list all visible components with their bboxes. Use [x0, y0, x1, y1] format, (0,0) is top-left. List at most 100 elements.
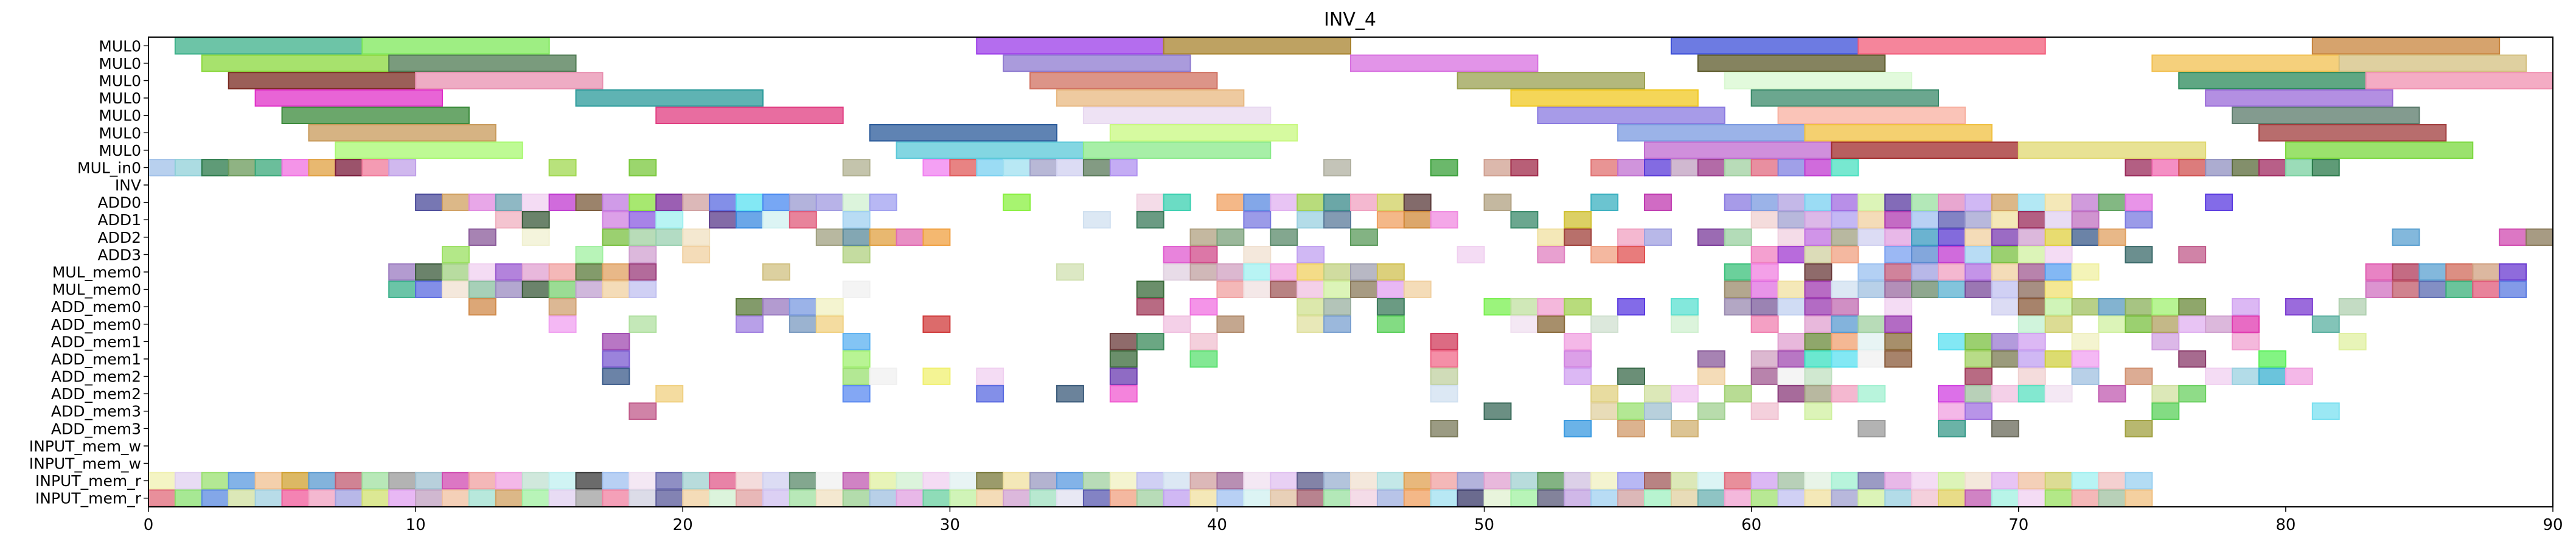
gantt-bar	[1831, 298, 1859, 316]
gantt-bar	[602, 193, 630, 211]
gantt-bar	[388, 54, 577, 72]
gantt-bar	[1136, 193, 1164, 211]
gantt-bar	[2017, 315, 2046, 333]
row-label: INV	[115, 176, 141, 194]
gantt-bar	[468, 298, 496, 316]
gantt-bar	[1163, 246, 1191, 263]
gantt-bar	[1350, 228, 1378, 246]
gantt-bar	[1564, 350, 1592, 368]
gantt-bar	[1403, 211, 1432, 229]
gantt-bar	[2044, 211, 2073, 229]
gantt-bar	[2151, 333, 2180, 350]
gantt-bar	[1082, 472, 1111, 490]
gantt-bar	[949, 159, 978, 176]
gantt-bar	[2071, 211, 2100, 229]
gantt-bar	[896, 472, 924, 490]
gantt-bar	[575, 280, 604, 298]
gantt-bar	[2178, 298, 2207, 316]
row-label: ADD_mem2	[51, 385, 141, 403]
gantt-bar	[1430, 368, 1458, 385]
gantt-bar	[709, 472, 737, 490]
gantt-bar	[1964, 211, 1993, 229]
row-label: ADD2	[97, 229, 141, 246]
gantt-bar	[2151, 385, 2180, 403]
gantt-bar	[1991, 420, 2019, 437]
gantt-bar	[1163, 37, 1351, 55]
gantt-bar	[388, 489, 417, 507]
gantt-bar	[1750, 350, 1779, 368]
gantt-bar	[1724, 489, 1752, 507]
gantt-bar	[2178, 315, 2207, 333]
gantt-bar	[308, 489, 336, 507]
gantt-bar	[1831, 333, 1859, 350]
gantt-bar	[655, 472, 684, 490]
gantt-bar	[1163, 489, 1191, 507]
gantt-bar	[736, 472, 764, 490]
gantt-bar	[1804, 228, 1833, 246]
gantt-bar	[1216, 263, 1245, 281]
gantt-bar	[1964, 333, 1993, 350]
gantt-bar	[1216, 280, 1245, 298]
gantt-bar	[1564, 228, 1592, 246]
gantt-bar	[1270, 472, 1298, 490]
gantt-bar	[1457, 489, 1485, 507]
gantt-bar	[1697, 489, 1725, 507]
gantt-bar	[628, 489, 657, 507]
gantt-bar	[1777, 228, 1806, 246]
gantt-bar	[495, 472, 523, 490]
gantt-bar	[1670, 472, 1699, 490]
row-label: MUL0	[99, 89, 141, 107]
gantt-bar	[2232, 159, 2260, 176]
x-tick-label: 40	[1207, 516, 1227, 534]
gantt-bar	[2017, 246, 2046, 263]
row-label: ADD_mem3	[51, 403, 141, 420]
gantt-bar	[1750, 489, 1779, 507]
gantt-bar	[602, 350, 630, 368]
gantt-bar	[1003, 159, 1031, 176]
gantt-bar	[2098, 385, 2126, 403]
gantt-bar	[628, 159, 657, 176]
row-label: ADD_mem1	[51, 350, 141, 368]
gantt-bar	[2017, 211, 2046, 229]
gantt-bar	[842, 228, 871, 246]
gantt-bar	[335, 489, 363, 507]
row-label: ADD_mem1	[51, 333, 141, 350]
gantt-bar	[602, 472, 630, 490]
row-label: INPUT_mem_r	[35, 472, 142, 490]
gantt-bar	[1857, 37, 2046, 55]
gantt-bar	[1003, 54, 1191, 72]
gantt-bar	[1564, 211, 1592, 229]
gantt-bar	[628, 280, 657, 298]
gantt-bar	[2232, 106, 2420, 124]
gantt-bar	[1189, 472, 1218, 490]
gantt-bar	[1109, 159, 1138, 176]
gantt-bar	[1911, 246, 1940, 263]
gantt-bar	[628, 228, 657, 246]
gantt-bar	[1189, 298, 1218, 316]
gantt-bar	[1297, 489, 1325, 507]
gantt-bar	[1644, 159, 1672, 176]
gantt-bar	[655, 193, 684, 211]
gantt-bar	[1297, 193, 1325, 211]
gantt-bar	[1857, 263, 1886, 281]
gantt-bar	[1163, 193, 1191, 211]
gantt-bar	[815, 315, 844, 333]
gantt-bar	[2205, 89, 2393, 107]
gantt-bar	[1136, 211, 1164, 229]
gantt-bar	[2232, 368, 2260, 385]
gantt-bar	[655, 228, 684, 246]
gantt-bar	[1938, 420, 1966, 437]
gantt-bar	[308, 124, 496, 142]
gantt-bar	[1617, 298, 1646, 316]
gantt-bar	[1510, 489, 1539, 507]
gantt-bar	[1804, 315, 1833, 333]
gantt-bar	[1297, 472, 1325, 490]
gantt-bar	[2311, 402, 2340, 420]
gantt-bar	[521, 489, 550, 507]
gantt-bar	[2232, 333, 2260, 350]
gantt-bar	[1911, 472, 1940, 490]
gantt-bar	[1938, 280, 1966, 298]
gantt-bar	[1750, 315, 1779, 333]
gantt-bar	[1403, 280, 1432, 298]
gantt-bar	[1216, 472, 1245, 490]
